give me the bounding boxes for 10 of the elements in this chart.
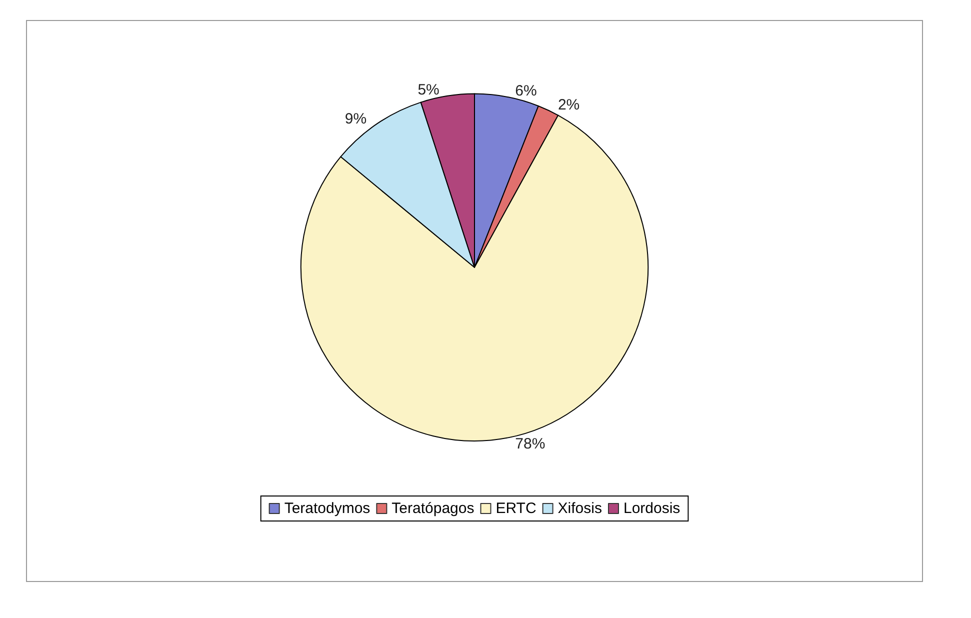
legend-label: ERTC: [496, 500, 536, 517]
data-label: 78%: [515, 435, 546, 452]
legend-label: Teratodymos: [284, 500, 370, 517]
legend-label: Xifosis: [558, 500, 602, 517]
legend-label: Teratópagos: [392, 500, 474, 517]
data-label: 9%: [344, 110, 367, 128]
legend-label: Lordosis: [623, 500, 680, 517]
data-label: 6%: [515, 82, 537, 100]
data-label: 2%: [558, 96, 580, 114]
data-label: 5%: [418, 82, 440, 99]
